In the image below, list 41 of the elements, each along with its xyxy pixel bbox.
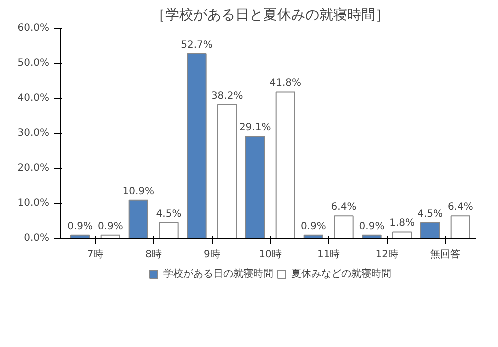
y-tick-label: 0.0% xyxy=(24,233,50,244)
data-label: 0.9% xyxy=(68,221,94,232)
y-tick-label: 20.0% xyxy=(18,163,50,174)
bar xyxy=(159,222,179,238)
bar xyxy=(392,232,412,238)
x-tick-label: 7時 xyxy=(87,248,104,260)
data-label: 10.9% xyxy=(122,186,155,198)
data-label: 41.8% xyxy=(270,78,302,90)
data-label: 52.7% xyxy=(181,40,213,52)
bar xyxy=(450,216,470,238)
x-tick-label: 10時 xyxy=(259,248,282,260)
data-label: 4.5% xyxy=(156,208,182,220)
y-tick-label: 50.0% xyxy=(18,58,50,69)
data-label: 0.9% xyxy=(300,221,326,232)
bar xyxy=(246,136,266,238)
data-label: 4.5% xyxy=(418,208,444,220)
y-tick-label: 40.0% xyxy=(18,93,50,104)
data-label: 6.4% xyxy=(331,202,357,214)
bar xyxy=(187,54,207,238)
data-label: 0.9% xyxy=(359,221,385,232)
y-tick-label: 60.0% xyxy=(18,23,50,34)
bar xyxy=(218,104,238,238)
data-label: 6.4% xyxy=(448,202,474,214)
x-tick-label: 11時 xyxy=(317,248,340,260)
x-tick-label: 8時 xyxy=(146,248,162,260)
y-tick-label: 10.0% xyxy=(18,198,50,209)
x-tick-label: 9時 xyxy=(204,248,220,260)
legend-label: 夏休みなどの就寝時間 xyxy=(292,268,392,281)
x-tick-label: 12時 xyxy=(376,248,399,260)
bar xyxy=(334,216,354,238)
bar xyxy=(128,200,148,238)
y-tick-label: 30.0% xyxy=(18,128,50,139)
bar xyxy=(420,222,440,238)
bar xyxy=(276,92,296,238)
data-label: 1.8% xyxy=(390,218,416,230)
data-label: 29.1% xyxy=(239,122,272,134)
legend-label: 学校がある日の就寝時間 xyxy=(164,268,274,281)
data-label: 38.2% xyxy=(211,90,244,102)
x-tick-label: 無回答 xyxy=(430,248,460,260)
data-label: 0.9% xyxy=(98,221,124,232)
chart-title: ［学校がある日と夏休みの就寝時間］ xyxy=(152,8,390,24)
